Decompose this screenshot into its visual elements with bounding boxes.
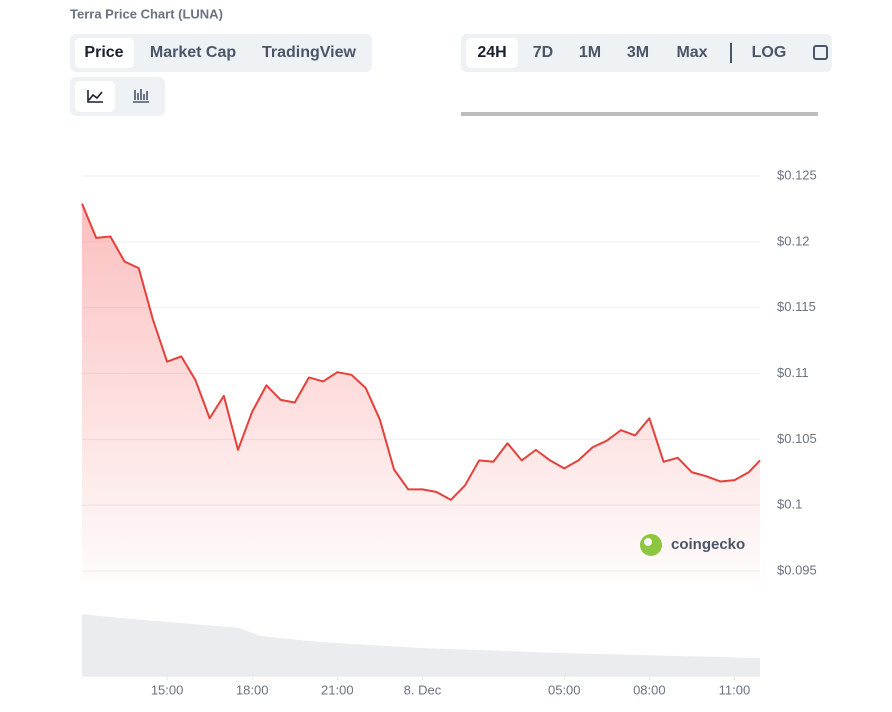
range[interactable]: 7D [533, 44, 553, 61]
x-tick-label: 18:00 [236, 682, 269, 697]
range-active [466, 38, 518, 68]
page-title: Terra Price Chart (LUNA) [70, 6, 223, 21]
range[interactable]: 24H [477, 44, 506, 61]
x-tick-label: 15:00 [151, 682, 184, 697]
plot: $0.095 $0.1 $0.105 $0.11 $0.115 $0.12 $0.125 15… [81, 167, 817, 697]
logo [640, 534, 662, 556]
line-icon [87, 90, 103, 103]
x-tick-label: 8. Dec [404, 682, 442, 697]
tab-active [75, 38, 134, 68]
range[interactable]: Max [676, 44, 707, 61]
y-tick-label: $0.115 [777, 299, 816, 314]
volume-bars [82, 614, 760, 676]
x-tick-label: 11:00 [719, 682, 751, 697]
candle-icon[interactable] [133, 89, 149, 103]
watermark: coingecko [671, 536, 745, 553]
y-tick-label: $0.105 [777, 431, 817, 446]
calendar-icon[interactable] [813, 45, 828, 60]
range[interactable]: 1M [579, 44, 601, 61]
range-group [461, 34, 832, 72]
x-tick-label: 21:00 [321, 682, 354, 697]
price-area [82, 203, 760, 585]
scrollbar [461, 112, 818, 116]
tab[interactable]: TradingView [262, 44, 357, 61]
y-tick-label: $0.11 [777, 365, 809, 380]
tab[interactable]: Market Cap [150, 44, 236, 61]
y-tick-label: $0.1 [777, 497, 802, 512]
range[interactable]: 3M [627, 44, 649, 61]
y-tick-label: $0.095 [777, 562, 817, 577]
price-line [81, 203, 761, 501]
y-tick-label: $0.12 [777, 233, 810, 248]
tab[interactable]: Price [84, 44, 123, 61]
tab-group [70, 34, 372, 72]
x-tick-label: 05:00 [548, 682, 581, 697]
x-tick-label: 08:00 [633, 682, 666, 697]
range[interactable]: LOG [752, 44, 787, 61]
y-tick-label: $0.125 [777, 167, 817, 182]
logo-eye [644, 538, 652, 546]
